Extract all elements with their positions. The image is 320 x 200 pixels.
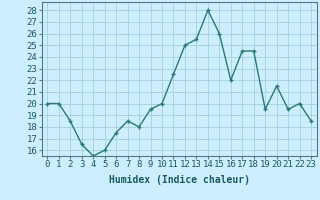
X-axis label: Humidex (Indice chaleur): Humidex (Indice chaleur) xyxy=(109,175,250,185)
